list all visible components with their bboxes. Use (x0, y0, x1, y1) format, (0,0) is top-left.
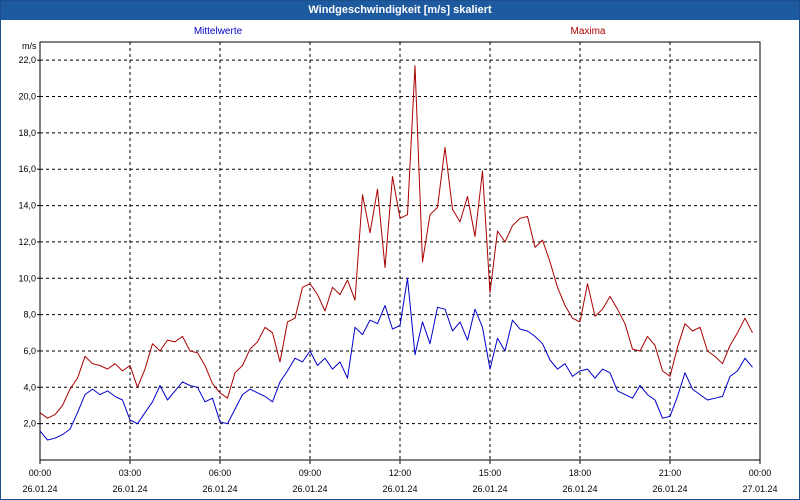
series-line-mittelwerte (39, 277, 753, 441)
x-tick-date: 26.01.24 (112, 484, 147, 494)
x-tick-time: 12:00 (389, 468, 412, 478)
x-tick-date: 26.01.24 (562, 484, 597, 494)
x-tick-date: 27.01.24 (742, 484, 777, 494)
y-tick-label: 12,0 (18, 237, 36, 247)
legend-mittelwerte: Mittelwerte (194, 26, 243, 37)
x-tick-time: 06:00 (209, 468, 232, 478)
x-tick-date: 26.01.24 (652, 484, 687, 494)
y-tick-label: 6,0 (23, 346, 36, 356)
y-tick-label: 20,0 (18, 92, 36, 102)
x-tick-date: 26.01.24 (202, 484, 237, 494)
y-tick-label: 22,0 (18, 55, 36, 65)
y-tick-label: 10,0 (18, 273, 36, 283)
series-layer (39, 65, 753, 441)
y-axis-ticks: 2,0 4,0 6,0 8,0 10,0 12,0 14,0 16,0 18,0 20,0 22,0 (18, 55, 40, 429)
grid-lines (40, 42, 760, 460)
y-tick-label: 14,0 (18, 201, 36, 211)
y-tick-label: 8,0 (23, 310, 36, 320)
x-tick-time: 09:00 (299, 468, 322, 478)
x-tick-date: 26.01.24 (472, 484, 507, 494)
x-tick-time: 15:00 (479, 468, 502, 478)
x-tick-time: 18:00 (569, 468, 592, 478)
x-axis-ticks: 00:00 26.01.24 03:00 26.01.24 06:00 26.01.24 0… (22, 460, 778, 494)
x-tick-time: 00:00 (749, 468, 772, 478)
window-title: Windgeschwindigkeit [m/s] skaliert (1, 1, 799, 20)
x-tick-time: 00:00 (29, 468, 52, 478)
y-tick-label: 18,0 (18, 128, 36, 138)
x-tick-date: 26.01.24 (382, 484, 417, 494)
x-tick-time: 03:00 (119, 468, 142, 478)
y-tick-label: 2,0 (23, 419, 36, 429)
series-line-maxima (39, 65, 753, 419)
x-tick-date: 26.01.24 (22, 484, 57, 494)
y-axis-unit: m/s (22, 41, 37, 51)
legend-maxima: Maxima (570, 26, 605, 37)
x-tick-date: 26.01.24 (292, 484, 327, 494)
y-tick-label: 4,0 (23, 382, 36, 392)
y-tick-label: 16,0 (18, 164, 36, 174)
x-tick-time: 21:00 (659, 468, 682, 478)
